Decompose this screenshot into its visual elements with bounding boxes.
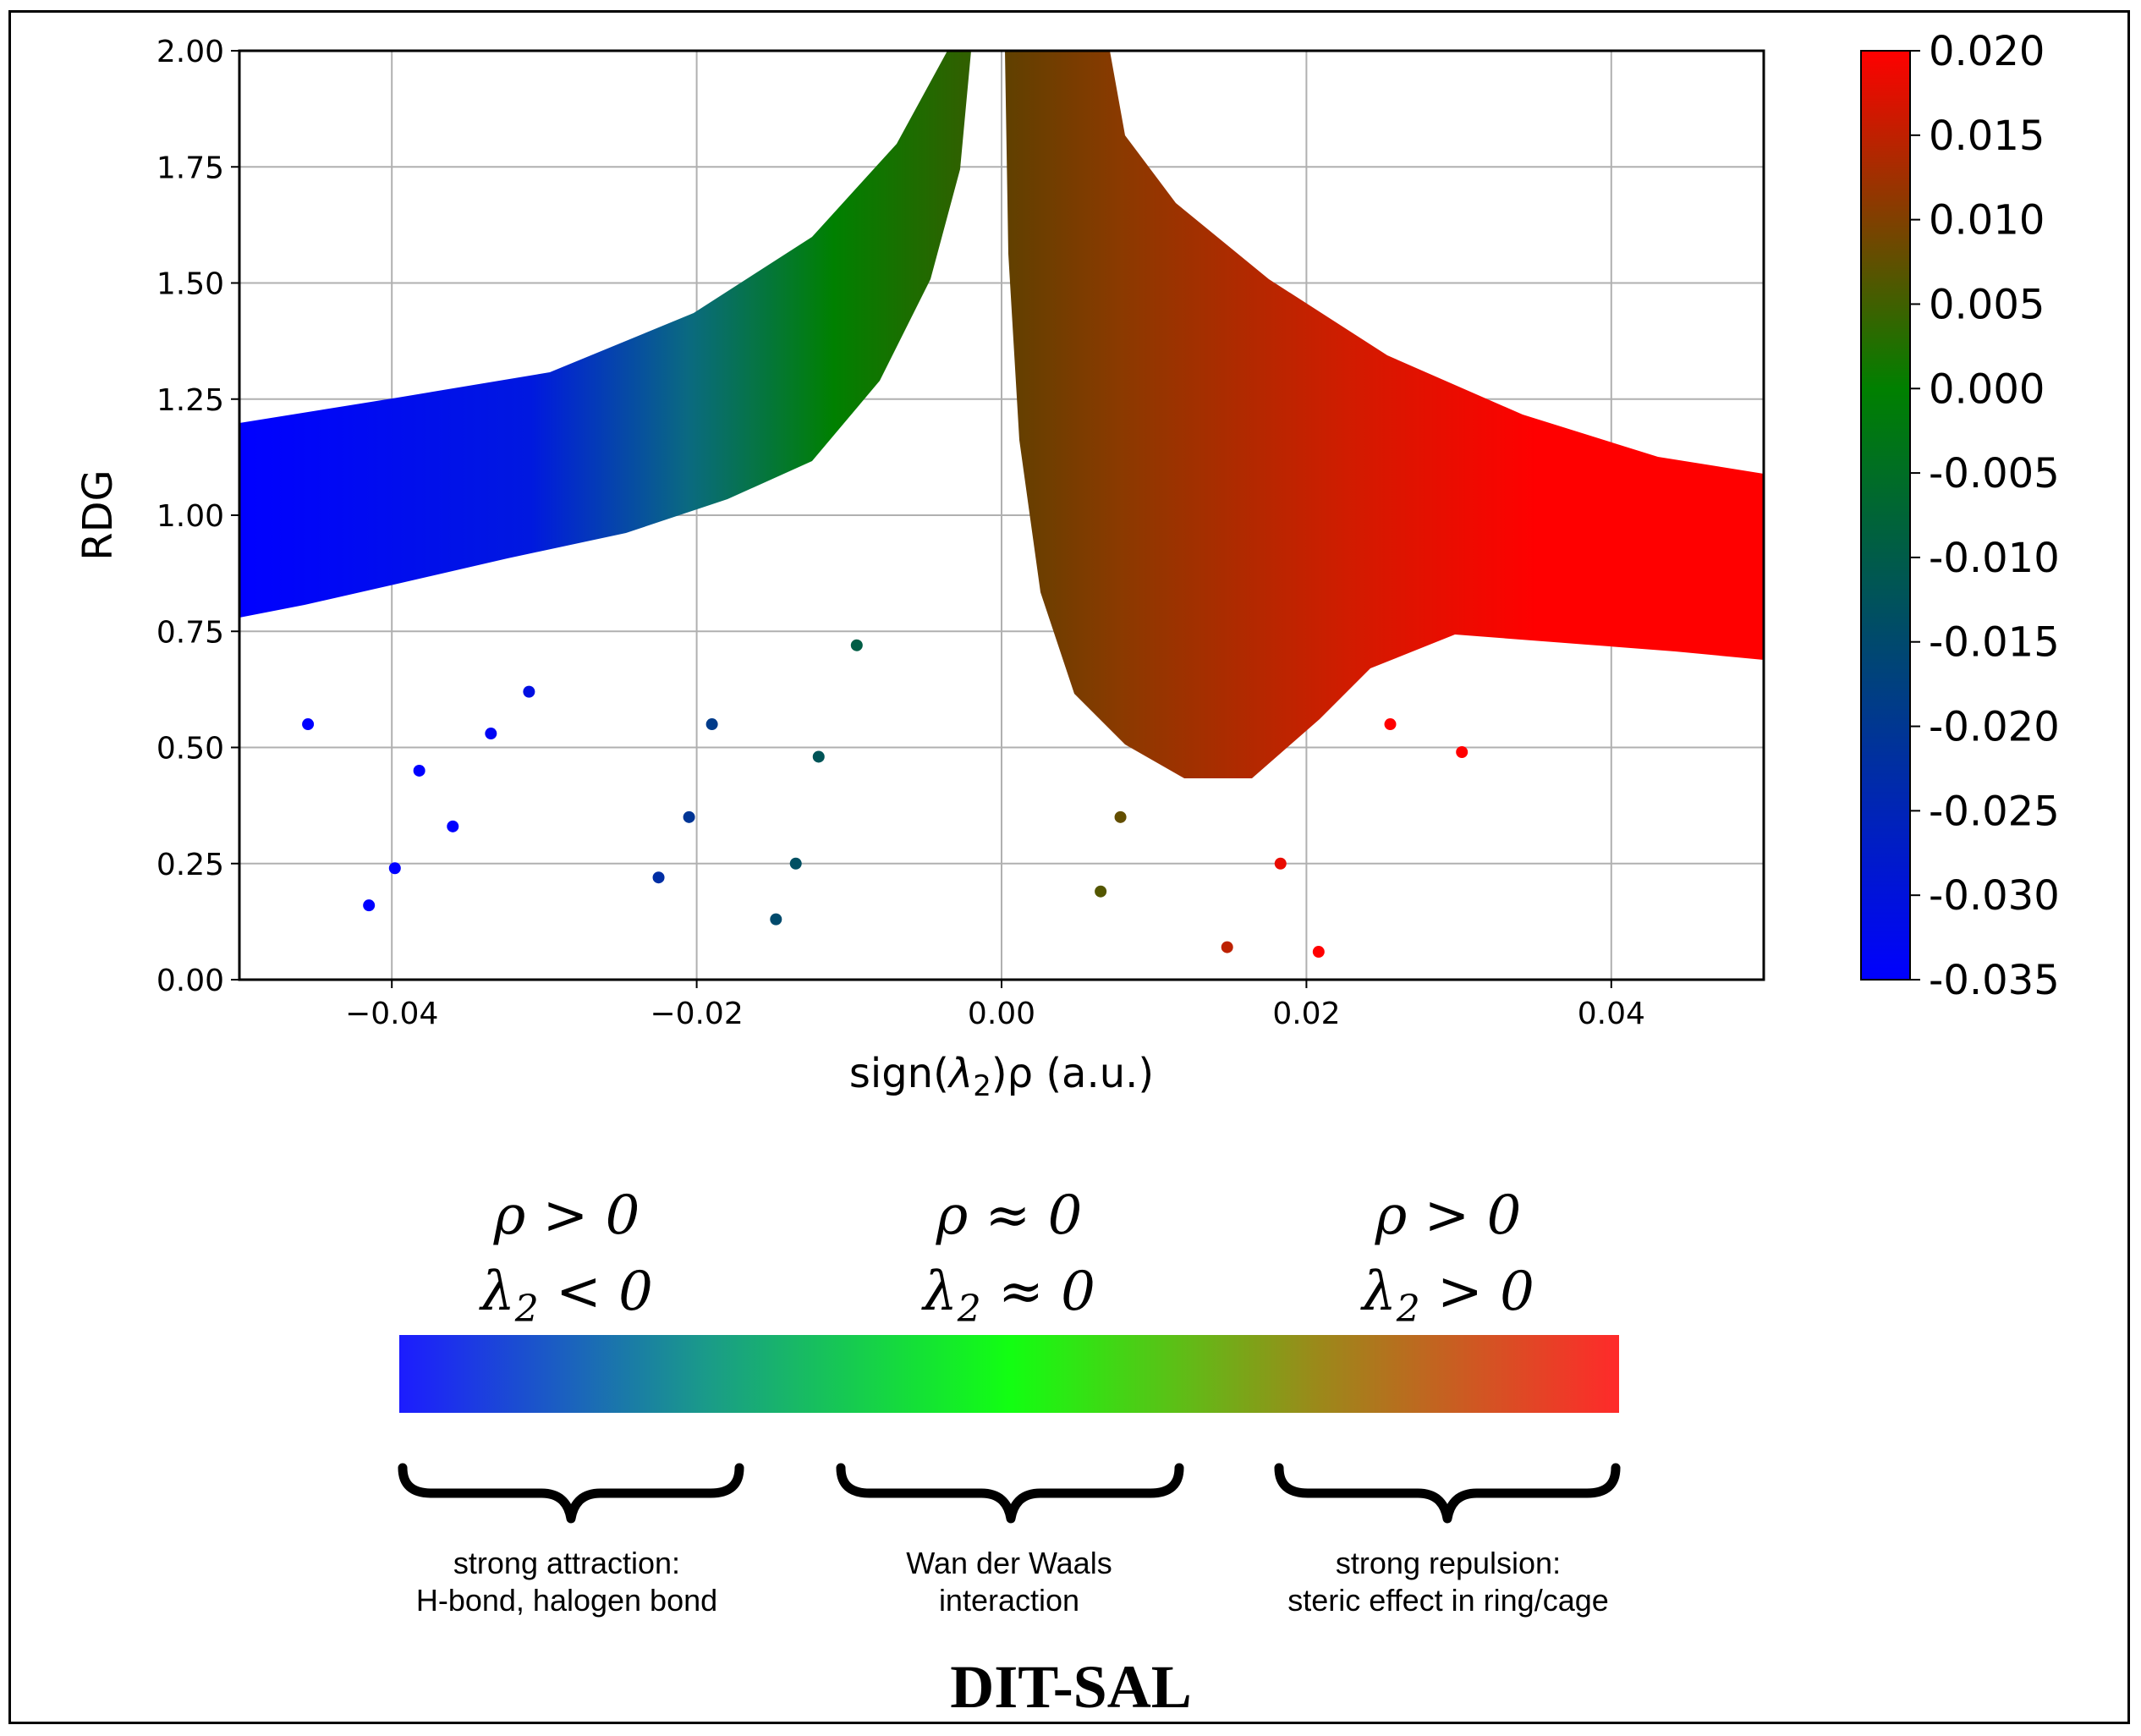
y-tick-label: 2.00 [156,35,224,69]
region-repulsion-rho: ρ > 0 [1375,1184,1522,1247]
region-vdw-desc-1: Wan der Waals [906,1546,1112,1580]
x-axis-ticks: −0.04 −0.02 0.00 0.02 0.04 [345,980,1645,1031]
region-vdw: ρ ≈ 0 λ2 ≈ 0 Wan der Waals interaction [906,1184,1112,1618]
region-repulsion-desc-1: strong repulsion: [1336,1546,1561,1580]
scatter-point [850,639,863,651]
x-tick-label: −0.02 [650,997,743,1031]
scatter-point [789,857,802,870]
scatter-point [1727,509,1739,521]
scatter-points [302,509,1739,959]
colorbar [1860,50,1911,981]
scatter-point [1095,885,1107,898]
x-tick-label: 0.02 [1272,997,1340,1031]
scatter-point [770,913,782,926]
x-tick-label: 0.00 [968,997,1035,1031]
scatter-point [683,810,695,823]
y-tick-label: 0.75 [156,615,224,650]
colorbar-tick-label: 0.020 [1929,28,2045,75]
region-vdw-rho: ρ ≈ 0 [936,1184,1083,1247]
y-tick-label: 0.00 [156,964,224,998]
x-tick-label: 0.04 [1578,997,1645,1031]
scatter-point [705,718,718,731]
y-axis-title: RDG [74,470,122,561]
colorbar-tick-label: -0.010 [1929,535,2060,582]
scatter-point [812,750,825,763]
scatter-point [652,871,665,884]
region-attraction: ρ > 0 λ2 < 0 strong attraction: H-bond, … [416,1184,717,1618]
region-attraction-desc-2: H-bond, halogen bond [416,1583,717,1618]
interaction-color-scale [399,1335,1619,1413]
colorbar-tick-label: 0.015 [1929,113,2045,160]
colorbar-tick-label: -0.020 [1929,704,2060,751]
scatter-point [363,899,376,912]
y-tick-label: 1.75 [156,151,224,185]
y-tick-label: 1.00 [156,499,224,534]
y-axis-ticks: 0.00 0.25 0.50 0.75 1.00 1.25 1.50 1.75 2.00 [156,35,239,998]
scatter-point [447,820,459,832]
scatter-point [413,764,425,777]
attraction-band [239,51,971,618]
colorbar-ticks: 0.020 0.015 0.010 0.005 0.000 -0.005 -0.010 -0.… [1910,28,2060,1004]
scatter-point [1114,810,1127,823]
region-attraction-lambda: λ2 < 0 [478,1261,653,1331]
figure-frame [8,10,2130,1724]
brace-middle [836,1463,1184,1524]
scatter-bands [239,51,1764,778]
region-attraction-desc-1: strong attraction: [453,1546,680,1580]
colorbar-tick-label: -0.030 [1929,872,2060,920]
scatter-point [302,718,315,731]
scatter-point [485,728,497,740]
scatter-point [1612,611,1625,624]
repulsion-band [1005,51,1764,778]
scatter-point [1312,946,1325,959]
region-vdw-lambda: λ2 ≈ 0 [920,1261,1095,1331]
scatter-point [388,862,401,875]
colorbar-tick-label: 0.010 [1929,197,2045,244]
colorbar-tick-label: 0.000 [1929,365,2045,413]
scatter-point [523,685,535,698]
scatter-point [1456,745,1469,758]
brace-left [398,1463,744,1524]
braces [398,1463,1621,1524]
figure-title: DIT-SAL [950,1653,1191,1721]
colorbar-tick-label: -0.005 [1929,450,2060,497]
x-tick-label: −0.04 [345,997,438,1031]
region-repulsion-desc-2: steric effect in ring/cage [1287,1583,1609,1618]
region-vdw-desc-2: interaction [939,1583,1079,1618]
y-tick-label: 0.50 [156,732,224,766]
colorbar-tick-label: -0.035 [1929,957,2060,1004]
scatter-point [1274,857,1287,870]
y-tick-label: 1.25 [156,383,224,418]
colorbar-tick-label: -0.015 [1929,619,2060,667]
colorbar-tick-label: -0.025 [1929,788,2060,835]
region-attraction-rho: ρ > 0 [493,1184,640,1247]
scatter-point [1221,941,1233,953]
x-axis-title: sign(λ2)ρ (a.u.) [849,1050,1154,1103]
colorbar-tick-label: 0.005 [1929,281,2045,328]
region-repulsion-lambda: λ2 > 0 [1359,1261,1534,1331]
region-repulsion: ρ > 0 λ2 > 0 strong repulsion: steric ef… [1287,1184,1609,1618]
scatter-point [1384,718,1397,731]
brace-right [1274,1463,1621,1524]
y-tick-label: 1.50 [156,267,224,302]
y-tick-label: 0.25 [156,848,224,882]
